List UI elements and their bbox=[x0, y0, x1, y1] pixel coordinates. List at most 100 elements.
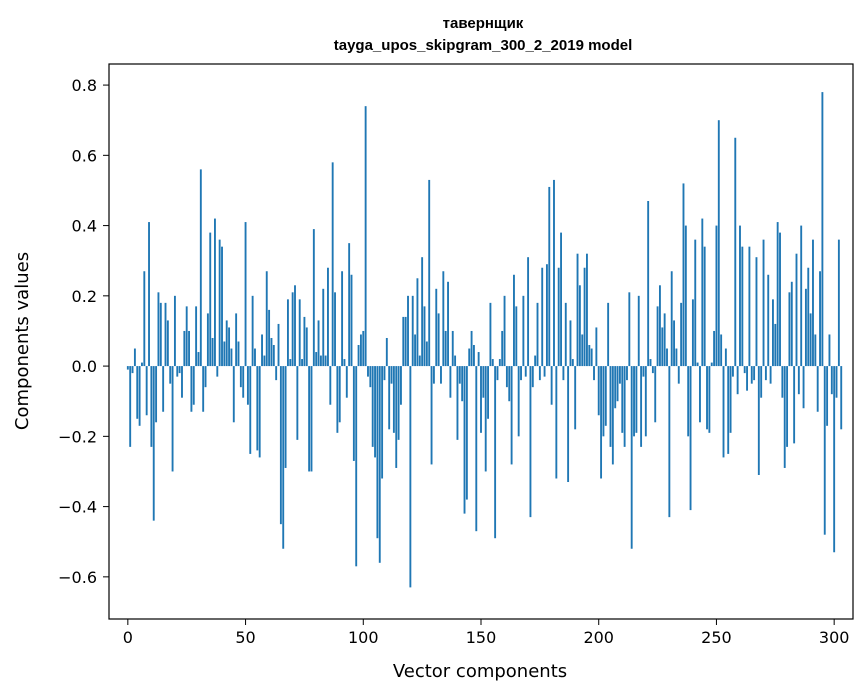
bar-215 bbox=[633, 366, 635, 437]
bar-266 bbox=[753, 366, 756, 381]
bar-261 bbox=[741, 246, 744, 367]
bar-134 bbox=[442, 271, 445, 367]
bar-34 bbox=[206, 313, 209, 367]
bar-11 bbox=[152, 366, 155, 521]
bar-55 bbox=[256, 366, 259, 451]
bar-268 bbox=[757, 366, 760, 475]
bar-200 bbox=[597, 366, 600, 416]
bar-282 bbox=[790, 281, 793, 367]
bar-56 bbox=[258, 366, 261, 458]
bar-63 bbox=[275, 366, 278, 381]
bar-243 bbox=[699, 366, 701, 423]
bar-296 bbox=[823, 366, 826, 535]
bar-289 bbox=[807, 267, 810, 367]
bar-257 bbox=[731, 366, 734, 377]
bar-247 bbox=[708, 366, 711, 433]
bar-47 bbox=[237, 341, 240, 367]
bar-274 bbox=[772, 299, 774, 367]
bar-198 bbox=[593, 366, 595, 381]
bar-147 bbox=[472, 345, 475, 367]
bar-3 bbox=[133, 348, 136, 367]
bar-213 bbox=[628, 292, 631, 367]
bar-78 bbox=[310, 366, 313, 472]
chart-title: тавернщик bbox=[443, 15, 524, 32]
y-tick-label: 0.2 bbox=[72, 287, 97, 306]
y-tick-label: −0.6 bbox=[58, 568, 97, 587]
bar-5 bbox=[138, 366, 141, 426]
bar-245 bbox=[703, 246, 706, 367]
bar-30 bbox=[197, 352, 200, 367]
bar-102 bbox=[367, 366, 369, 377]
bar-106 bbox=[376, 366, 379, 539]
bar-246 bbox=[706, 366, 708, 430]
bar-217 bbox=[637, 295, 640, 367]
bar-248 bbox=[710, 362, 713, 367]
bar-9 bbox=[148, 222, 150, 367]
bar-173 bbox=[534, 355, 537, 367]
bar-185 bbox=[562, 366, 565, 381]
bar-126 bbox=[423, 306, 426, 367]
bar-265 bbox=[750, 366, 753, 384]
bar-143 bbox=[463, 366, 466, 514]
bar-73 bbox=[298, 299, 301, 367]
bar-174 bbox=[536, 302, 539, 367]
bar-84 bbox=[324, 355, 327, 367]
bar-238 bbox=[687, 366, 690, 437]
bar-31 bbox=[199, 169, 202, 367]
bar-91 bbox=[341, 271, 344, 367]
bar-188 bbox=[569, 320, 572, 367]
bar-32 bbox=[202, 366, 205, 412]
bar-118 bbox=[404, 316, 407, 367]
bar-207 bbox=[614, 366, 617, 409]
bar-80 bbox=[315, 352, 318, 367]
bar-237 bbox=[684, 225, 687, 367]
bar-150 bbox=[480, 366, 482, 433]
bar-26 bbox=[188, 330, 190, 367]
bar-208 bbox=[616, 366, 619, 402]
bar-107 bbox=[378, 366, 381, 563]
bar-133 bbox=[440, 366, 442, 384]
bar-292 bbox=[814, 334, 817, 367]
bar-21 bbox=[176, 366, 179, 377]
bar-25 bbox=[185, 306, 188, 367]
bar-18 bbox=[169, 366, 172, 384]
bar-108 bbox=[381, 366, 384, 479]
bar-298 bbox=[828, 334, 831, 367]
bar-23 bbox=[181, 366, 183, 398]
bar-155 bbox=[491, 359, 494, 367]
bar-156 bbox=[494, 366, 497, 539]
bar-86 bbox=[329, 366, 332, 405]
bar-171 bbox=[529, 366, 532, 518]
bar-141 bbox=[458, 366, 461, 384]
bar-44 bbox=[230, 348, 233, 367]
bar-129 bbox=[430, 366, 433, 465]
bar-231 bbox=[670, 271, 673, 367]
bar-4 bbox=[136, 366, 139, 419]
bar-46 bbox=[235, 313, 238, 367]
bar-186 bbox=[564, 302, 567, 367]
bar-275 bbox=[774, 323, 777, 367]
bar-159 bbox=[501, 330, 504, 367]
bar-71 bbox=[294, 285, 296, 367]
bar-45 bbox=[232, 366, 235, 423]
bar-74 bbox=[301, 359, 304, 367]
bar-75 bbox=[303, 316, 306, 367]
bar-29 bbox=[195, 306, 198, 367]
bar-136 bbox=[447, 281, 449, 367]
bar-294 bbox=[819, 271, 821, 367]
bar-81 bbox=[317, 320, 320, 367]
bar-142 bbox=[461, 366, 464, 402]
bar-42 bbox=[225, 320, 228, 367]
bar-139 bbox=[454, 355, 457, 367]
bar-54 bbox=[254, 348, 256, 367]
bar-276 bbox=[776, 222, 779, 367]
bar-111 bbox=[388, 366, 391, 430]
bar-263 bbox=[746, 366, 748, 391]
bar-230 bbox=[668, 366, 671, 518]
bar-37 bbox=[214, 218, 216, 367]
bar-8 bbox=[145, 366, 148, 416]
bar-100 bbox=[362, 330, 365, 367]
bar-273 bbox=[769, 366, 772, 384]
y-tick-label: −0.4 bbox=[58, 498, 97, 517]
bar-38 bbox=[216, 366, 219, 377]
